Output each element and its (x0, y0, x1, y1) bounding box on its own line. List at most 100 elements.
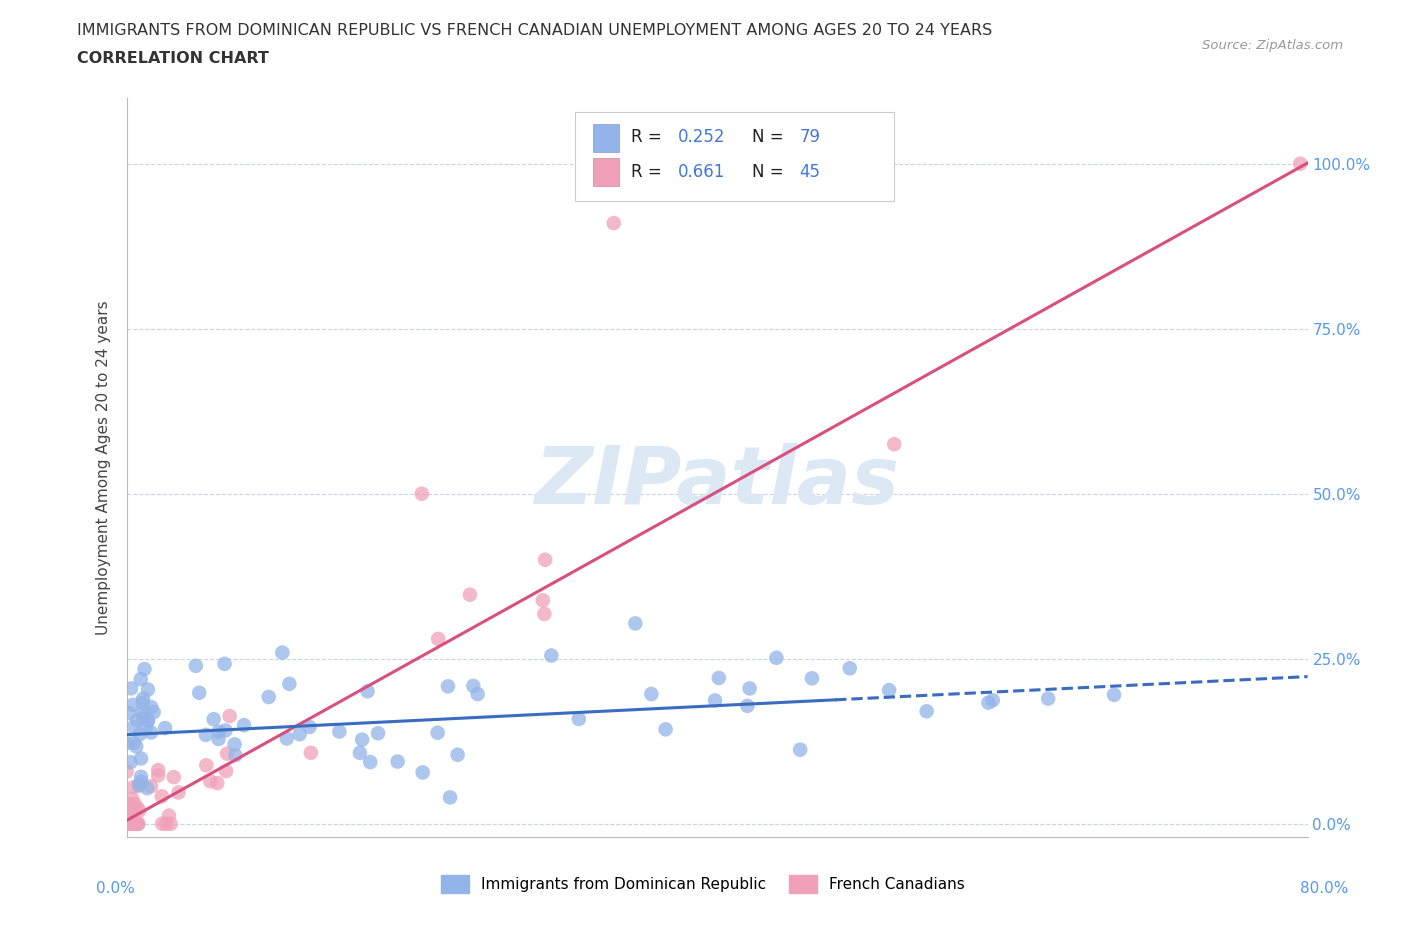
Text: N =: N = (752, 127, 789, 146)
Point (115, 736, 138, 751)
Point (789, 742, 811, 757)
Point (915, 704, 938, 719)
Point (1036, 691, 1059, 706)
Point (534, 552, 557, 567)
Point (195, 758, 218, 773)
Point (139, 778, 162, 793)
Point (129, 751, 152, 766)
Point (214, 657, 236, 671)
Point (118, 796, 141, 811)
Point (207, 732, 229, 747)
Y-axis label: Unemployment Among Ages 20 to 24 years: Unemployment Among Ages 20 to 24 years (96, 300, 111, 634)
Text: Source: ZipAtlas.com: Source: ZipAtlas.com (1202, 39, 1343, 52)
Point (125, 713, 148, 728)
Point (134, 661, 156, 676)
Point (157, 808, 180, 823)
Point (120, 755, 142, 770)
Point (118, 706, 141, 721)
Point (121, 814, 143, 829)
Point (115, 810, 138, 825)
Point (439, 790, 461, 804)
Point (132, 710, 155, 724)
Text: R =: R = (631, 164, 666, 181)
Point (129, 775, 152, 790)
Point (352, 732, 374, 747)
Point (136, 713, 159, 728)
Point (141, 699, 163, 714)
Point (139, 725, 162, 740)
Point (467, 686, 489, 701)
Point (131, 705, 153, 720)
Point (883, 437, 905, 452)
Point (1102, 687, 1125, 702)
Point (359, 754, 381, 769)
Point (128, 777, 150, 792)
Point (217, 746, 239, 761)
Point (132, 691, 155, 706)
Point (531, 593, 554, 608)
Point (624, 616, 647, 631)
Point (977, 696, 1000, 711)
Point (146, 768, 169, 783)
Point (640, 686, 662, 701)
Point (148, 763, 170, 777)
Point (540, 648, 562, 663)
Point (188, 685, 211, 700)
Point (737, 698, 759, 713)
Point (288, 726, 311, 741)
Point (120, 817, 142, 831)
Point (122, 804, 145, 818)
Point (127, 817, 149, 831)
Point (121, 791, 143, 806)
Point (200, 774, 222, 789)
Point (738, 681, 761, 696)
Point (125, 739, 148, 754)
Point (115, 817, 138, 831)
Point (568, 711, 591, 726)
Point (707, 671, 730, 685)
Point (276, 731, 298, 746)
Point (150, 817, 173, 831)
Point (426, 725, 449, 740)
Point (128, 727, 150, 742)
Point (271, 645, 294, 660)
Point (118, 803, 141, 817)
Point (654, 722, 676, 737)
Point (765, 650, 787, 665)
Text: ZIPatlas: ZIPatlas (534, 443, 900, 521)
Text: CORRELATION CHART: CORRELATION CHART (77, 51, 269, 66)
Point (184, 658, 207, 673)
Point (328, 724, 350, 739)
Point (233, 718, 256, 733)
Point (981, 693, 1004, 708)
Point (129, 769, 152, 784)
Point (155, 817, 177, 831)
Point (463, 679, 485, 694)
Point (838, 661, 860, 676)
Point (122, 698, 145, 712)
Point (427, 631, 450, 646)
Point (127, 817, 149, 831)
Point (877, 683, 900, 698)
Text: 45: 45 (800, 164, 821, 181)
Point (299, 745, 322, 760)
Point (127, 801, 149, 816)
Point (257, 689, 280, 704)
Point (603, 216, 626, 231)
Point (458, 587, 481, 602)
Text: 0.252: 0.252 (678, 127, 725, 146)
Point (349, 746, 371, 761)
Text: 79: 79 (800, 127, 821, 146)
Text: 0.0%: 0.0% (96, 881, 135, 896)
Point (533, 606, 555, 621)
Point (131, 696, 153, 711)
Point (1289, 156, 1312, 171)
Point (224, 748, 246, 763)
Point (124, 796, 146, 811)
Point (194, 727, 217, 742)
Point (124, 817, 146, 831)
Point (136, 713, 159, 728)
Text: 0.661: 0.661 (678, 164, 725, 181)
Point (214, 723, 236, 737)
Point (411, 486, 433, 501)
